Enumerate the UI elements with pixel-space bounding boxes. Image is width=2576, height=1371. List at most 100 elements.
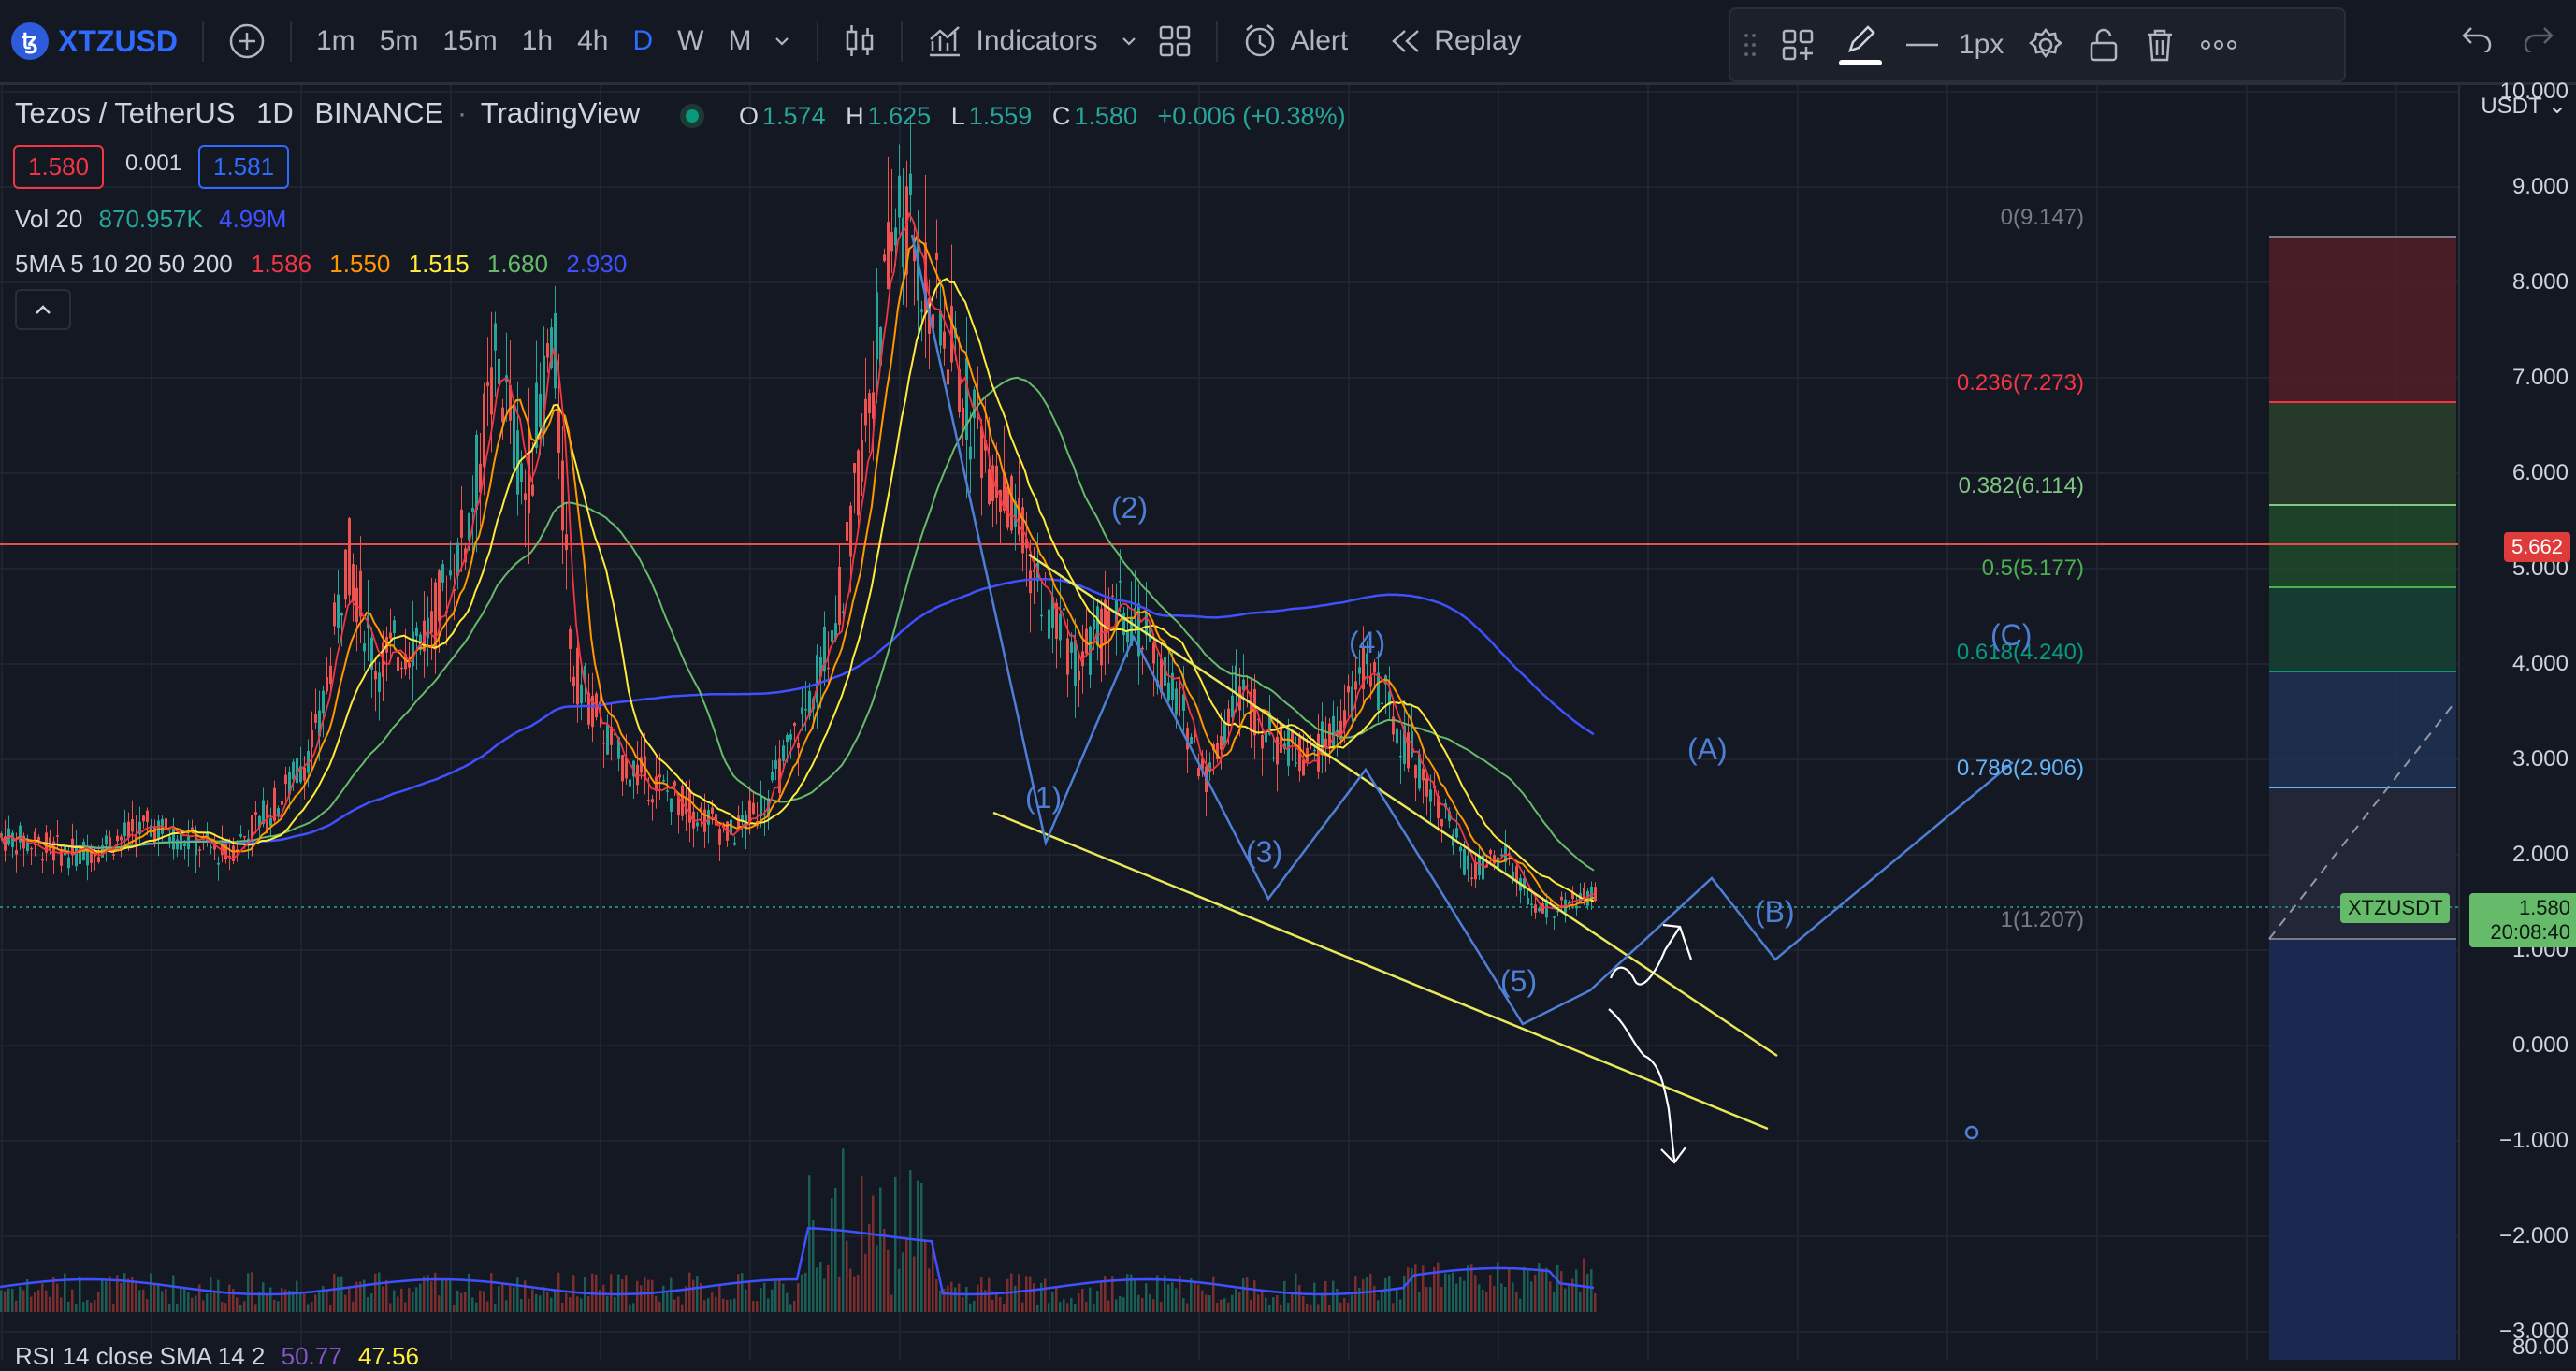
volume-bar	[97, 1291, 100, 1312]
redo-icon[interactable]	[2522, 24, 2555, 52]
candle-body	[1369, 676, 1372, 687]
volume-bar	[1590, 1269, 1593, 1312]
candle-body	[60, 849, 63, 866]
candle-body	[797, 743, 800, 749]
undo-icon[interactable]	[2460, 24, 2494, 52]
price-axis[interactable]: USDT ⌄ 10.000 9.000 8.000 7.000 6.000 5.000 4.…	[2458, 79, 2576, 1360]
timeframe-chevron-down-icon[interactable]	[772, 31, 792, 51]
line-width-control[interactable]: 1px	[1906, 29, 2004, 61]
candle-body	[1373, 662, 1376, 673]
drag-handle-icon[interactable]	[1744, 31, 1757, 59]
timeframe-1m[interactable]: 1m	[316, 25, 355, 56]
replay-button[interactable]: Replay	[1434, 25, 1522, 56]
ma50-value: 1.680	[486, 250, 548, 278]
currency-selector[interactable]: USDT ⌄	[2481, 94, 2567, 119]
indicators-icon[interactable]	[927, 24, 962, 58]
candle-body	[808, 690, 811, 717]
chart-pane[interactable]: Tezos / TetherUS 1D BINANCE · TradingVie…	[0, 85, 2458, 1370]
volume-bar	[157, 1285, 160, 1312]
unlock-icon[interactable]	[2088, 27, 2120, 63]
drawing-anchor-point[interactable]	[1964, 1125, 1979, 1140]
candle-body	[516, 430, 519, 495]
alarm-clock-icon[interactable]	[1242, 22, 1280, 60]
candle-body	[670, 798, 673, 812]
timeframe-5m[interactable]: 5m	[379, 25, 419, 56]
sell-price-button[interactable]: 1.580	[13, 145, 105, 189]
candle-body	[1354, 681, 1357, 690]
volume-bar	[1179, 1275, 1181, 1312]
volume-bar	[1107, 1300, 1110, 1312]
volume-bar	[1414, 1264, 1417, 1312]
volume-bar	[1324, 1280, 1327, 1312]
candle-body	[22, 835, 25, 849]
chart-title[interactable]: Tezos / TetherUS	[15, 96, 236, 129]
price-axis-tick: 3.000	[2511, 746, 2569, 772]
timeframe-w[interactable]: W	[677, 25, 704, 56]
candle-body	[550, 327, 553, 368]
volume-bar	[419, 1283, 422, 1312]
volume-bar	[917, 1180, 919, 1312]
wedge-upper-line[interactable]	[1028, 553, 1778, 1058]
indicators-chevron-down-icon[interactable]	[1119, 31, 1139, 51]
timeframe-4h[interactable]: 4h	[577, 25, 609, 56]
market-status-dot-icon	[685, 109, 699, 123]
candle-body	[1463, 848, 1466, 875]
symbol-search[interactable]: ꜩ XTZUSD	[11, 22, 178, 60]
wedge-lower-line[interactable]	[992, 811, 1769, 1131]
volume-bar	[804, 1272, 807, 1312]
volume-bar	[876, 1245, 878, 1312]
volume-bar	[928, 1268, 931, 1312]
candle-body	[973, 389, 976, 419]
collapse-legend-chevron-up-icon[interactable]	[15, 289, 71, 330]
candle-body	[1396, 728, 1398, 744]
candle-body	[1575, 905, 1578, 909]
candle-body	[935, 253, 938, 260]
volume-bar	[1306, 1303, 1309, 1312]
more-options-icon[interactable]	[2200, 39, 2237, 51]
alert-button[interactable]: Alert	[1290, 25, 1349, 56]
volume-bar	[1036, 1304, 1039, 1312]
volume-bar	[1564, 1288, 1567, 1312]
volume-bar	[614, 1296, 616, 1312]
timeframe-m[interactable]: M	[728, 25, 752, 56]
replay-rewind-icon[interactable]	[1389, 27, 1423, 55]
timeframe-d[interactable]: D	[632, 25, 654, 56]
volume-bar	[857, 1274, 860, 1312]
candle-body	[1265, 730, 1267, 743]
buy-price-button[interactable]: 1.581	[198, 145, 290, 189]
volume-bar	[90, 1302, 93, 1312]
volume-bar	[423, 1276, 426, 1312]
candle-body	[965, 357, 968, 440]
pencil-color-icon[interactable]	[1839, 24, 1882, 65]
templates-grid-add-icon[interactable]	[1781, 28, 1815, 62]
hand-drawn-up-arrow	[1609, 926, 1681, 986]
candles-icon[interactable]	[843, 22, 876, 60]
timeframe-15m[interactable]: 15m	[442, 25, 498, 56]
candle-body	[543, 355, 545, 433]
volume-bar	[988, 1277, 991, 1312]
elliott-wave-path[interactable]	[910, 234, 2014, 1026]
trash-icon[interactable]	[2144, 27, 2176, 63]
volume-bar	[1373, 1285, 1376, 1312]
templates-grid-icon[interactable]	[1158, 24, 1192, 58]
candle-body	[1010, 476, 1013, 531]
timeframe-1h[interactable]: 1h	[521, 25, 554, 56]
candle-body	[127, 821, 130, 838]
candle-body	[1467, 855, 1469, 870]
candle-body	[1272, 757, 1275, 759]
candle-body	[1425, 778, 1428, 797]
volume-bar	[1066, 1303, 1069, 1312]
candle-body	[999, 489, 1002, 512]
settings-gear-icon[interactable]	[2028, 27, 2063, 63]
volume-bar	[587, 1295, 590, 1312]
volume-bar	[105, 1280, 108, 1312]
candle-body	[1478, 856, 1481, 876]
indicators-button[interactable]: Indicators	[976, 25, 1098, 56]
candle-body	[374, 671, 377, 680]
add-symbol-icon[interactable]	[228, 22, 266, 60]
volume-bar	[954, 1287, 957, 1312]
volume-bar	[449, 1280, 452, 1312]
candle-body	[801, 707, 803, 714]
volume-bar	[569, 1297, 572, 1312]
candle-body	[950, 306, 953, 363]
